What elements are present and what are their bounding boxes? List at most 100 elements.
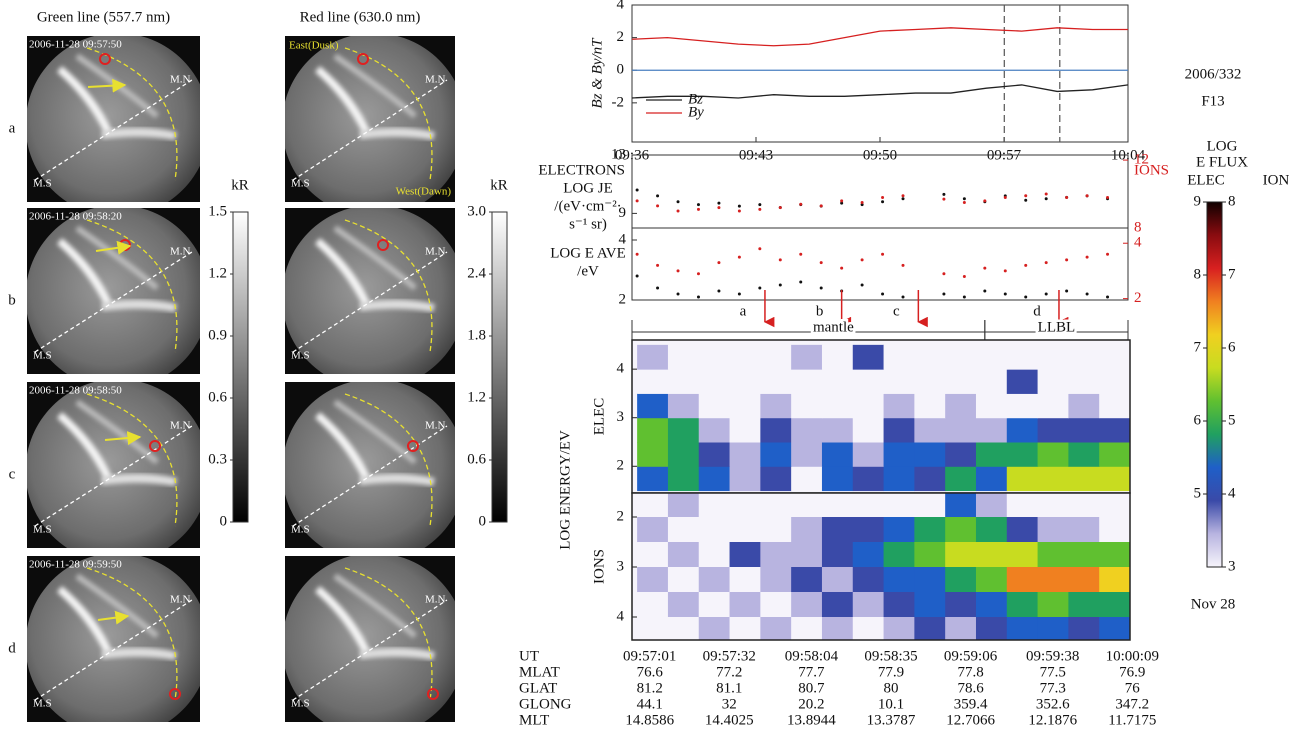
data-dot [1085, 255, 1089, 259]
south-label: M.S [33, 524, 52, 536]
spectrogram-cell [667, 344, 700, 370]
satellite-footprint [149, 440, 161, 452]
spectrogram-cell [821, 592, 854, 618]
ephemeris-label: UT [519, 648, 539, 664]
region-label: mantle [813, 319, 854, 335]
column-title: Red line (630.0 nm) [300, 9, 421, 25]
spectrogram-cell [914, 567, 946, 593]
spectrogram-cell [852, 567, 885, 593]
ephemeris-value: 77.2 [716, 664, 742, 680]
aurora-band [360, 647, 435, 660]
spectrogram-cell [637, 617, 669, 640]
south-label: M.S [33, 698, 52, 710]
spectrogram-cell [791, 542, 823, 568]
y2-tick-label: 4 [1134, 235, 1142, 251]
spectrogram-cell [883, 592, 915, 618]
spectrogram-cell [914, 344, 946, 370]
y-axis-label: LOG E AVE [550, 245, 626, 261]
aurora-faint [75, 399, 159, 465]
spectrogram-cell [729, 417, 761, 443]
ephemeris-value: 09:57:01 [623, 648, 676, 664]
data-dot [717, 201, 721, 205]
data-dot [635, 252, 639, 256]
aurora-faint [333, 399, 417, 465]
colorbar-tick-label: 1.2 [467, 389, 486, 405]
colorbar [1206, 201, 1223, 568]
spectrogram-cell [883, 369, 915, 394]
spectrogram-cell [1037, 542, 1069, 568]
data-dot [819, 261, 823, 265]
ephemeris-value: 77.7 [798, 664, 825, 680]
spectrogram-cell [1099, 466, 1130, 492]
aurora-streak [315, 66, 370, 134]
spectrogram-cell [667, 393, 700, 419]
ephemeris-label: MLAT [519, 664, 560, 680]
field-of-view-arc [344, 47, 433, 181]
data-dot [676, 292, 680, 296]
y-tick-label: 2 [617, 508, 625, 524]
spectrogram-cell [791, 442, 823, 467]
spectrogram-cell [1068, 517, 1100, 543]
spectrogram-cell [945, 442, 977, 467]
y-axis-label: /(eV·cm⁻²· [554, 198, 621, 214]
image-content: M.N M.S East(Dusk) West(Dawn) [285, 36, 455, 202]
satellite-footprint [169, 688, 181, 700]
data-dot [1003, 292, 1007, 296]
spectrogram-cell [729, 493, 761, 518]
ephemeris-value: 09:58:35 [864, 648, 917, 664]
y-axis-label: /eV [577, 263, 599, 279]
spectrogram-cell [883, 493, 915, 518]
colorbar-tick-label: 2.4 [467, 265, 486, 281]
ephemeris-value: 77.9 [878, 664, 904, 680]
south-label: M.S [291, 350, 310, 362]
data-dot [901, 197, 905, 201]
satellite-footprint [357, 53, 369, 65]
colorbar-tick-label: 9 [1194, 193, 1202, 209]
spectrogram-cell [1037, 617, 1069, 640]
plot-frame [631, 154, 1129, 229]
image-content: 2006-11-28 09:58:50 M.N M.S [27, 382, 200, 548]
spectrogram-cell [637, 592, 669, 618]
image-content: 2006-11-28 09:59:50 M.N M.S [27, 556, 200, 722]
data-dot [1003, 269, 1007, 273]
aurora-faint [75, 225, 159, 291]
spectrogram-cell [852, 592, 885, 618]
colorbar [491, 211, 508, 523]
colorbar-tick-label: 3 [1228, 558, 1236, 574]
data-dot [758, 286, 762, 290]
spectrogram-cell [667, 517, 700, 543]
data-dot [942, 192, 946, 196]
colorbar-tick-label: 0 [479, 513, 487, 529]
data-dot [778, 258, 782, 262]
spectrogram-cell [791, 466, 823, 492]
allsky-image: 2006-11-28 09:58:20 M.N M.S [27, 208, 200, 374]
spectrogram-cell [791, 567, 823, 593]
ephemeris-value: 13.3787 [867, 712, 916, 728]
spectrogram-cell [1068, 542, 1100, 568]
ephemeris-value: 20.2 [798, 696, 824, 712]
spectrogram-cell [945, 369, 977, 394]
data-dot [778, 206, 782, 210]
spectrogram-cell [667, 592, 700, 618]
spectrogram [632, 493, 1130, 640]
spectrogram-cell [791, 517, 823, 543]
spectrogram-cell [914, 442, 946, 467]
spectrogram-cell [637, 517, 669, 543]
event-label: a [740, 303, 747, 319]
y-tick-label: 2 [617, 29, 625, 45]
data-dot [901, 263, 905, 267]
data-dot [881, 195, 885, 199]
spectrogram-cell [729, 517, 761, 543]
spectrogram-cell [791, 369, 823, 394]
spectrogram-cell [1006, 344, 1039, 370]
spectrogram-cell [760, 567, 792, 593]
spectrogram-cell [1037, 442, 1069, 467]
spectrogram-cell [1037, 567, 1069, 593]
spectrogram-cell [1068, 567, 1100, 593]
ephemeris-value: 09:57:32 [703, 648, 756, 664]
data-dot [696, 295, 700, 299]
spectrogram-cell [945, 567, 977, 593]
data-dot [635, 274, 639, 278]
data-dot [942, 292, 946, 296]
